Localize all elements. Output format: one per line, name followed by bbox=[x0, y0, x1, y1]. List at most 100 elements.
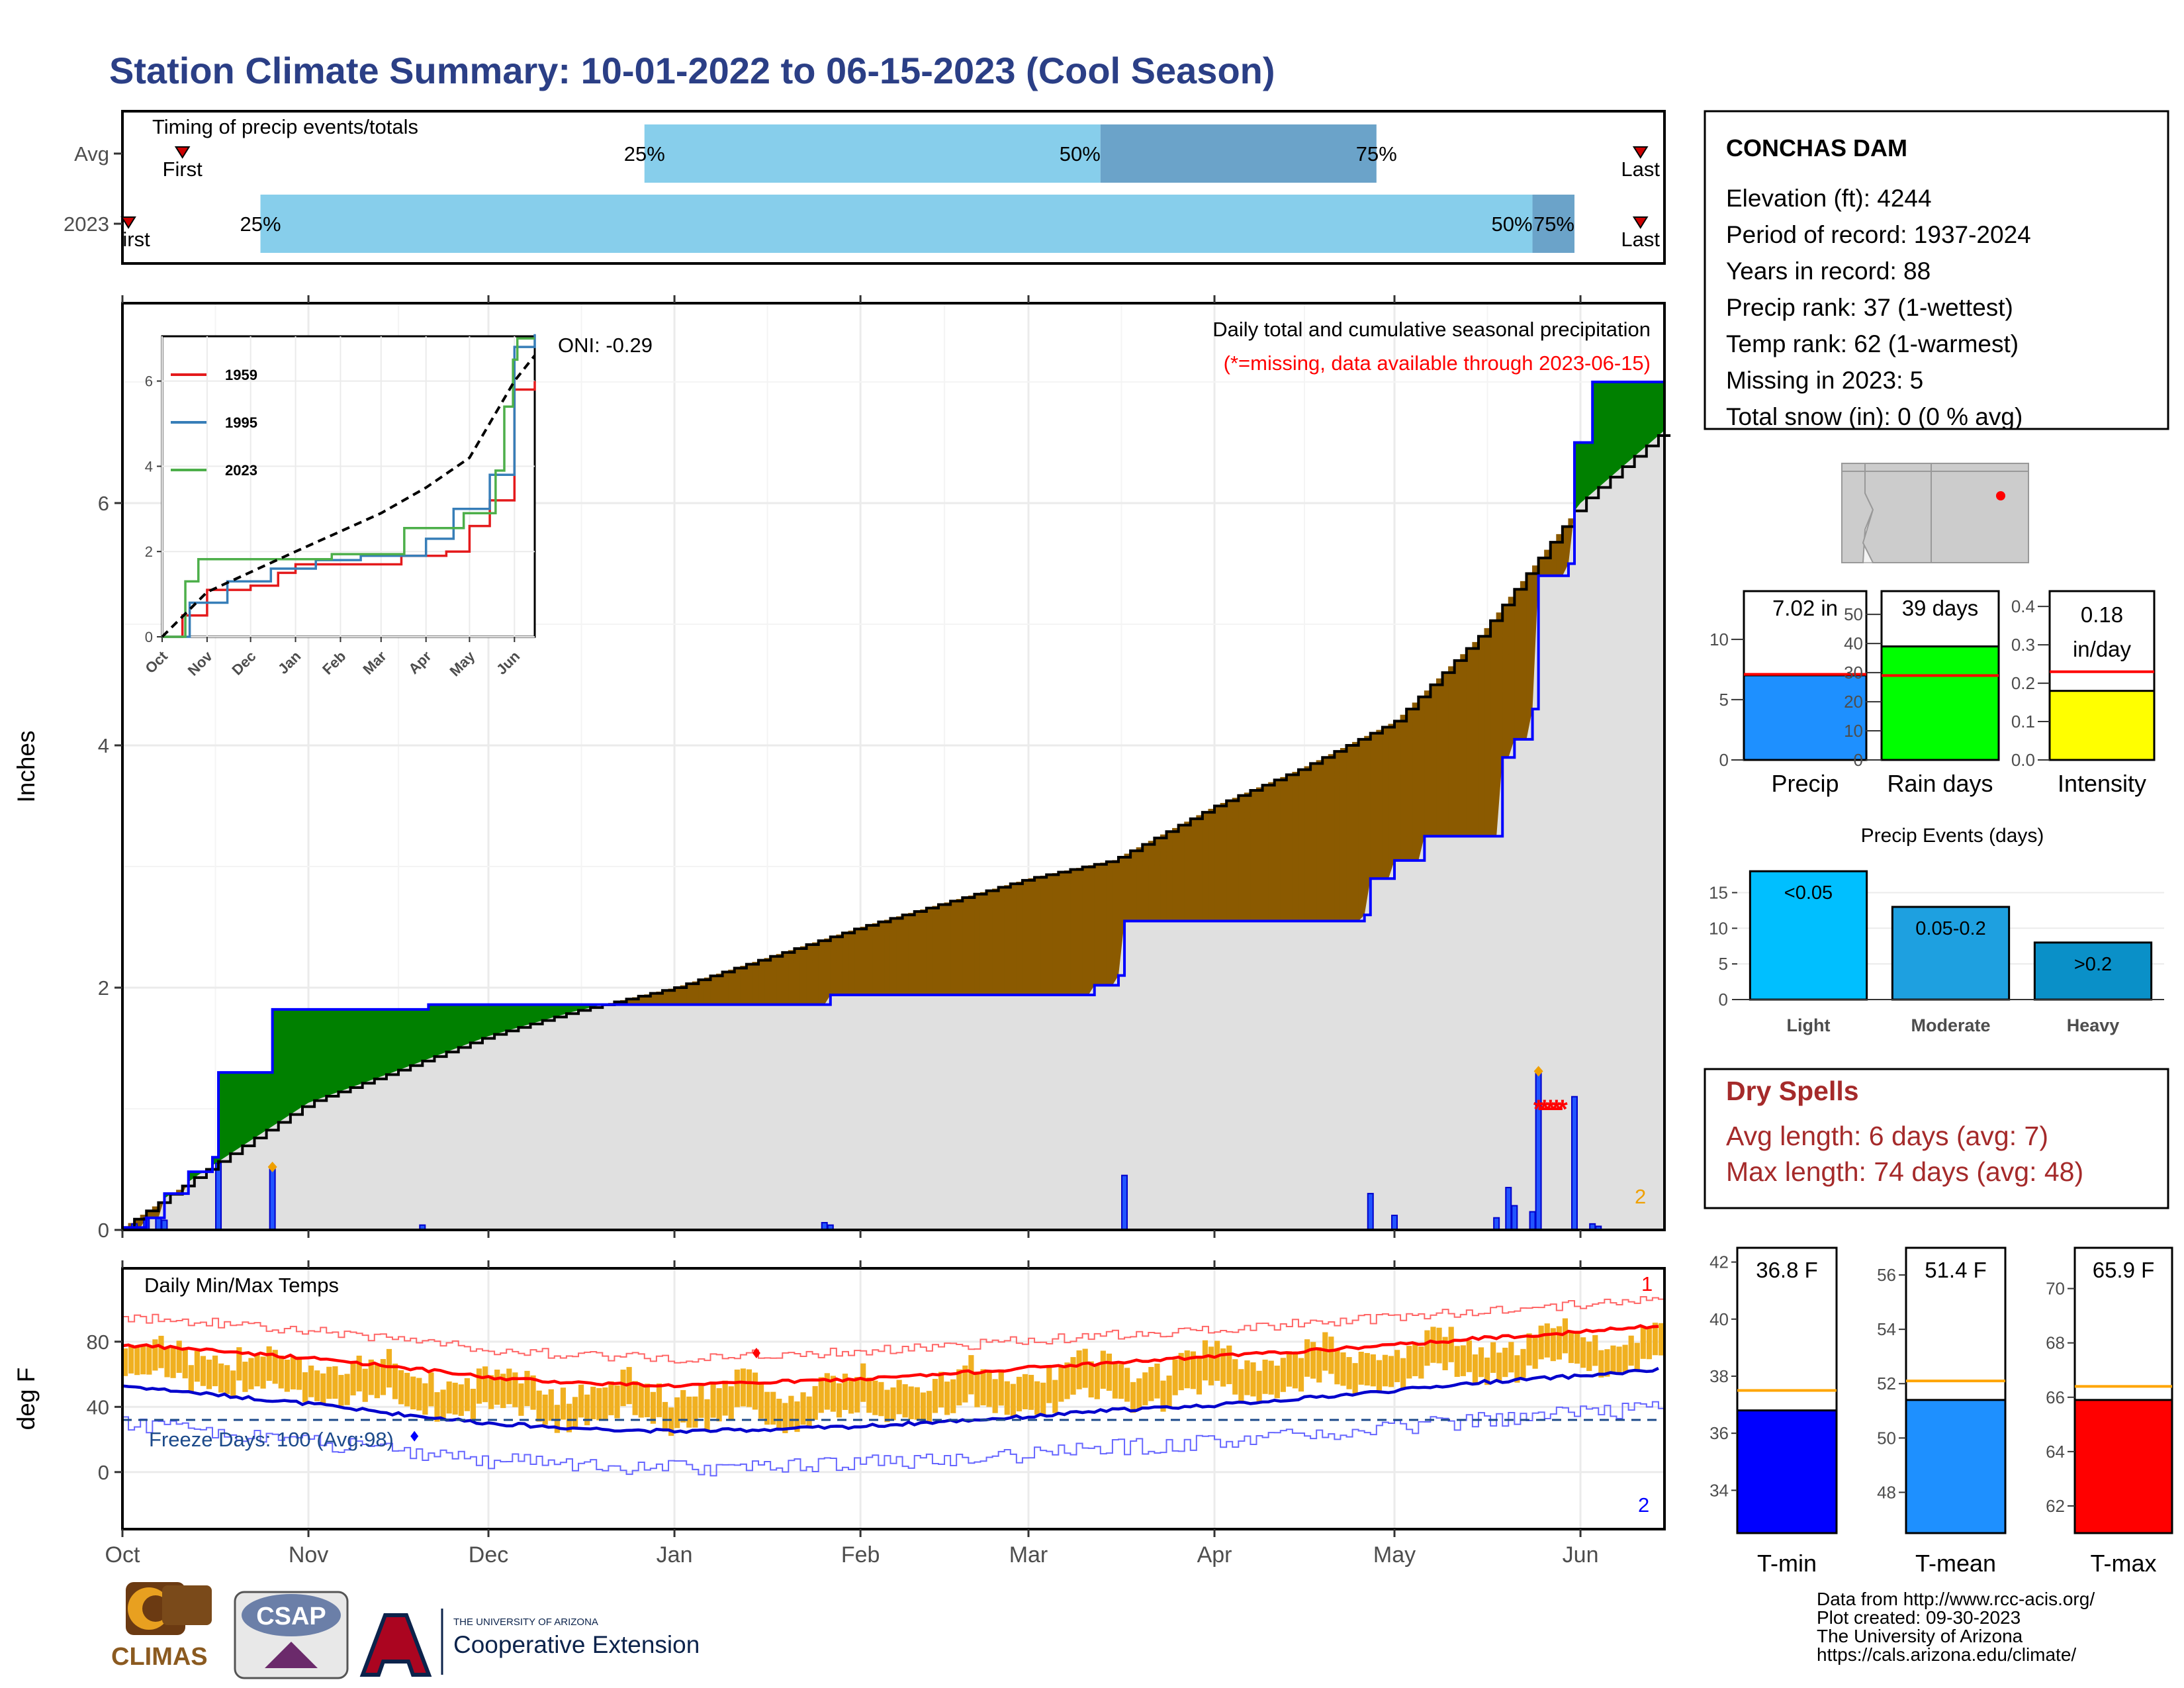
daily-temp-bar bbox=[200, 1356, 206, 1386]
daily-precip-bar bbox=[161, 1219, 168, 1231]
cumulative-2023-line bbox=[122, 380, 1664, 1229]
daily-temp-bar bbox=[1610, 1345, 1616, 1374]
temp-bar-value: 51.4 F bbox=[1925, 1258, 1987, 1282]
daily-temp-bar bbox=[782, 1403, 788, 1434]
timing-p25-label: 25% bbox=[624, 142, 665, 165]
daily-temp-bar bbox=[530, 1375, 536, 1410]
daily-temp-bar bbox=[1106, 1353, 1113, 1391]
inset-line-1959 bbox=[162, 381, 536, 638]
record-low-marker bbox=[410, 1430, 419, 1442]
daily-temp-bar bbox=[1082, 1348, 1088, 1388]
daily-precip-bar bbox=[1571, 1096, 1578, 1231]
average-cumulative-line bbox=[122, 434, 1671, 1229]
daily-temp-bar bbox=[992, 1379, 998, 1413]
daily-temp-bar bbox=[446, 1381, 452, 1414]
daily-temp-bar bbox=[974, 1371, 980, 1407]
daily-precip-bar bbox=[155, 1217, 162, 1231]
daily-temp-bar bbox=[158, 1335, 164, 1368]
first-event-marker bbox=[174, 146, 191, 159]
daily-precip-bar bbox=[1391, 1215, 1398, 1231]
daily-temp-bar bbox=[578, 1384, 584, 1418]
daily-temp-bar bbox=[506, 1368, 512, 1405]
temp-xtick-label: Dec bbox=[469, 1542, 508, 1568]
daily-temp-bar bbox=[632, 1381, 638, 1415]
daily-temp-bar bbox=[812, 1385, 818, 1420]
daily-temp-bar bbox=[1628, 1335, 1634, 1366]
events-bar-1 bbox=[1891, 906, 2011, 1001]
daily-temp-bar bbox=[560, 1387, 566, 1420]
precip-ytick-label: 2 bbox=[98, 976, 109, 1000]
daily-precip-bar bbox=[1511, 1205, 1518, 1231]
mini-bar-tick-label: 10 bbox=[1844, 721, 1863, 741]
timing-bar-25-50 bbox=[644, 124, 1101, 183]
ua-logo-a bbox=[359, 1613, 432, 1677]
daily-temp-bar bbox=[1076, 1350, 1082, 1389]
dry-spells-frame bbox=[1704, 1068, 2169, 1209]
events-category-label: Heavy bbox=[2067, 1015, 2120, 1035]
daily-temp-bar bbox=[512, 1372, 518, 1407]
daily-temp-bar bbox=[290, 1356, 296, 1389]
daily-temp-bar bbox=[824, 1373, 830, 1410]
daily-temp-bar bbox=[1148, 1367, 1154, 1401]
daily-temp-bar bbox=[218, 1363, 224, 1393]
mini-bar-value-2: in/day bbox=[2073, 637, 2132, 661]
daily-temp-bar bbox=[170, 1348, 176, 1378]
inset-ytick-label: 6 bbox=[145, 373, 153, 390]
temp-bar-tick-label: 40 bbox=[1709, 1309, 1729, 1329]
daily-temp-bar bbox=[734, 1369, 740, 1407]
temp-xtick-label: Mar bbox=[1009, 1542, 1048, 1568]
daily-temp-bar bbox=[860, 1363, 866, 1402]
page-title: Station Climate Summary: 10-01-2022 to 0… bbox=[109, 50, 1275, 91]
daily-temp-bar bbox=[308, 1365, 314, 1397]
temp-panel-frame bbox=[121, 1267, 1666, 1530]
record-low-line bbox=[122, 1401, 1664, 1477]
daily-temp-bar bbox=[764, 1391, 770, 1425]
daily-temp-bar bbox=[740, 1368, 746, 1407]
temp-bottom-note: 2 bbox=[1638, 1493, 1649, 1517]
daily-temp-bar bbox=[902, 1384, 908, 1418]
temp-bar-tick-label: 70 bbox=[2046, 1279, 2065, 1299]
dry-spells-avg: Avg length: 6 days (avg: 7) bbox=[1726, 1121, 2048, 1151]
temp-bar-tick-label: 34 bbox=[1709, 1480, 1729, 1500]
temp-top-note: 1 bbox=[1641, 1272, 1653, 1295]
footer-line: Plot created: 09-30-2023 bbox=[1817, 1607, 2021, 1628]
station-info-line: Missing in 2023: 5 bbox=[1726, 367, 1923, 394]
daily-temp-bar bbox=[848, 1378, 854, 1414]
daily-temp-bar bbox=[368, 1359, 374, 1395]
csap-logo-cloud bbox=[242, 1594, 341, 1636]
daily-temp-bar bbox=[1436, 1327, 1442, 1364]
daily-temp-bar bbox=[164, 1346, 170, 1378]
daily-temp-bar bbox=[212, 1355, 218, 1387]
daily-temp-bar bbox=[1022, 1374, 1028, 1409]
daily-temp-bar bbox=[788, 1395, 794, 1428]
timing-p75-label: 75% bbox=[1533, 212, 1574, 236]
timing-p25-label: 25% bbox=[240, 212, 281, 236]
daily-temp-bar bbox=[938, 1372, 944, 1408]
daily-temp-bar bbox=[1352, 1363, 1358, 1394]
normal-max-line bbox=[122, 1324, 1659, 1389]
temp-panel: 0 40 80 Oct Nov Dec Jan Feb Mar Apr May Jun Daily M… bbox=[13, 1260, 1666, 1568]
mini-bar-value: 7.02 in bbox=[1772, 596, 1838, 620]
daily-temp-bar bbox=[1532, 1337, 1538, 1369]
daily-temp-bar bbox=[878, 1382, 884, 1417]
daily-temp-bar bbox=[128, 1344, 134, 1374]
daily-temp-bar bbox=[380, 1359, 387, 1395]
daily-temp-bar bbox=[1220, 1348, 1226, 1387]
daily-temp-bar bbox=[1208, 1346, 1214, 1385]
temp-summary-bars: 34 36 38 40 42 36.8 F T-min 48 50 52 54 56 51.4 F T-m… bbox=[1709, 1246, 2173, 1577]
daily-temp-bar bbox=[1298, 1358, 1304, 1392]
precip-header-line2: (*=missing, data available through 2023-… bbox=[1224, 352, 1651, 375]
daily-temp-bar bbox=[344, 1374, 350, 1405]
dry-spells-title: Dry Spells bbox=[1726, 1076, 1859, 1106]
daily-temp-bar bbox=[1370, 1354, 1376, 1387]
timing-p75-label: 75% bbox=[1356, 142, 1397, 165]
daily-temp-bar bbox=[452, 1382, 458, 1415]
daily-temp-bar bbox=[134, 1346, 140, 1376]
oni-label: ONI: -0.29 bbox=[558, 334, 653, 357]
ua-logo: THE UNIVERSITY OF ARIZONA Cooperative Ex… bbox=[359, 1609, 700, 1677]
mini-bar-tick-label: 0.3 bbox=[2011, 635, 2035, 655]
events-bar-label: 0.05-0.2 bbox=[1915, 918, 1985, 939]
mini-bar-tick-label: 30 bbox=[1844, 663, 1863, 682]
daily-temp-bar bbox=[1052, 1380, 1058, 1413]
